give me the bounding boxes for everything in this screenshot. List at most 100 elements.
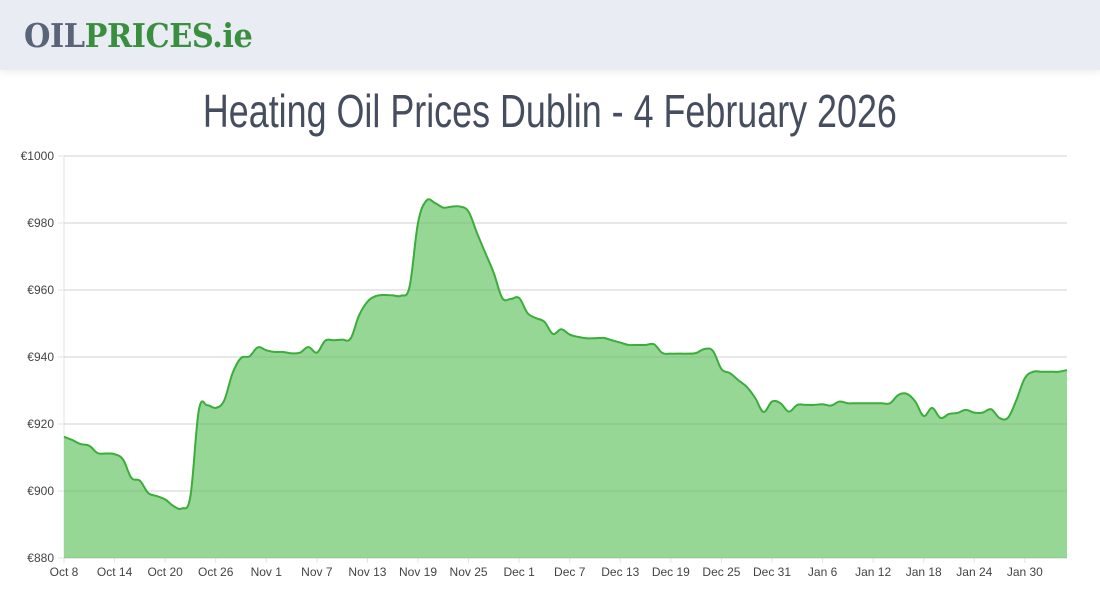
data-point [1013, 397, 1019, 403]
data-point [600, 335, 606, 341]
data-point [1030, 369, 1036, 375]
data-point [137, 478, 143, 484]
data-point [887, 400, 893, 406]
data-point [533, 315, 539, 321]
data-point [204, 402, 210, 408]
data-point [634, 342, 640, 348]
data-point [786, 409, 792, 415]
data-point [820, 401, 826, 407]
x-tick-label: Jan 24 [956, 565, 992, 579]
data-point [584, 335, 590, 341]
data-point [1005, 415, 1011, 421]
data-point [440, 205, 446, 211]
data-point [339, 337, 345, 343]
x-tick-label: Nov 13 [348, 565, 386, 579]
data-point [870, 400, 876, 406]
data-point [305, 344, 311, 350]
data-point [432, 200, 438, 206]
y-tick-label: €920 [27, 417, 54, 431]
data-point [466, 209, 472, 215]
y-tick-label: €980 [27, 216, 54, 230]
data-point [423, 198, 429, 204]
data-point [735, 377, 741, 383]
page-title-text: Heating Oil Prices Dublin - 4 February 2… [202, 85, 898, 137]
data-point [1064, 367, 1070, 373]
data-point [390, 292, 396, 298]
data-point [196, 407, 202, 413]
data-point [651, 341, 657, 347]
data-point [769, 399, 775, 405]
data-point [1056, 369, 1062, 375]
x-tick-label: Nov 1 [251, 565, 283, 579]
data-point [474, 230, 480, 236]
data-point [685, 351, 691, 357]
data-point [162, 496, 168, 502]
data-point [761, 409, 767, 415]
data-point [710, 348, 716, 354]
data-point [289, 350, 295, 356]
site-header: OILPRICES.ie [0, 0, 1100, 70]
data-point [744, 384, 750, 390]
x-tick-label: Nov 19 [399, 565, 437, 579]
data-point [845, 400, 851, 406]
data-point [179, 505, 185, 511]
data-point [61, 434, 67, 440]
data-point [1047, 369, 1053, 375]
y-tick-label: €880 [27, 551, 54, 565]
data-point [971, 410, 977, 416]
data-point [154, 493, 160, 499]
data-point [128, 475, 134, 481]
data-point [314, 350, 320, 356]
data-point [550, 331, 556, 337]
data-point [541, 319, 547, 325]
data-point [938, 415, 944, 421]
data-point [482, 250, 488, 256]
data-point [499, 295, 505, 301]
x-tick-label: Dec 1 [503, 565, 535, 579]
data-point [718, 366, 724, 372]
data-point [86, 443, 92, 449]
data-point [230, 370, 236, 376]
data-point [567, 332, 573, 338]
data-point [516, 295, 522, 301]
data-point [643, 342, 649, 348]
data-point [676, 351, 682, 357]
data-point [575, 334, 581, 340]
page-title: Heating Oil Prices Dublin - 4 February 2… [0, 84, 1100, 138]
y-tick-label: €940 [27, 350, 54, 364]
data-point [997, 415, 1003, 421]
data-point [693, 350, 699, 356]
data-point [980, 410, 986, 416]
data-point [246, 353, 252, 359]
data-point [356, 312, 362, 318]
data-point [946, 411, 952, 417]
data-point [963, 407, 969, 413]
data-point [415, 220, 421, 226]
data-point [297, 350, 303, 356]
x-tick-label: Nov 7 [301, 565, 333, 579]
data-point [525, 310, 531, 316]
data-point [702, 346, 708, 352]
data-point [95, 450, 101, 456]
data-point [255, 344, 261, 350]
x-tick-label: Jan 12 [855, 565, 891, 579]
data-point [145, 490, 151, 496]
x-tick-label: Jan 30 [1007, 565, 1043, 579]
x-tick-label: Oct 20 [147, 565, 183, 579]
data-point [828, 403, 834, 409]
x-tick-label: Oct 14 [97, 565, 133, 579]
data-point [558, 326, 564, 332]
data-point [457, 204, 463, 210]
logo-text-prices: PRICES.ie [84, 16, 253, 55]
data-point [904, 391, 910, 397]
site-logo[interactable]: OILPRICES.ie [24, 14, 253, 58]
data-point [853, 400, 859, 406]
data-point [617, 340, 623, 346]
logo-text-oil: OIL [24, 16, 85, 55]
data-point [777, 400, 783, 406]
x-tick-label: Dec 7 [554, 565, 586, 579]
data-point [331, 337, 337, 343]
data-point [811, 402, 817, 408]
data-point [120, 457, 126, 463]
